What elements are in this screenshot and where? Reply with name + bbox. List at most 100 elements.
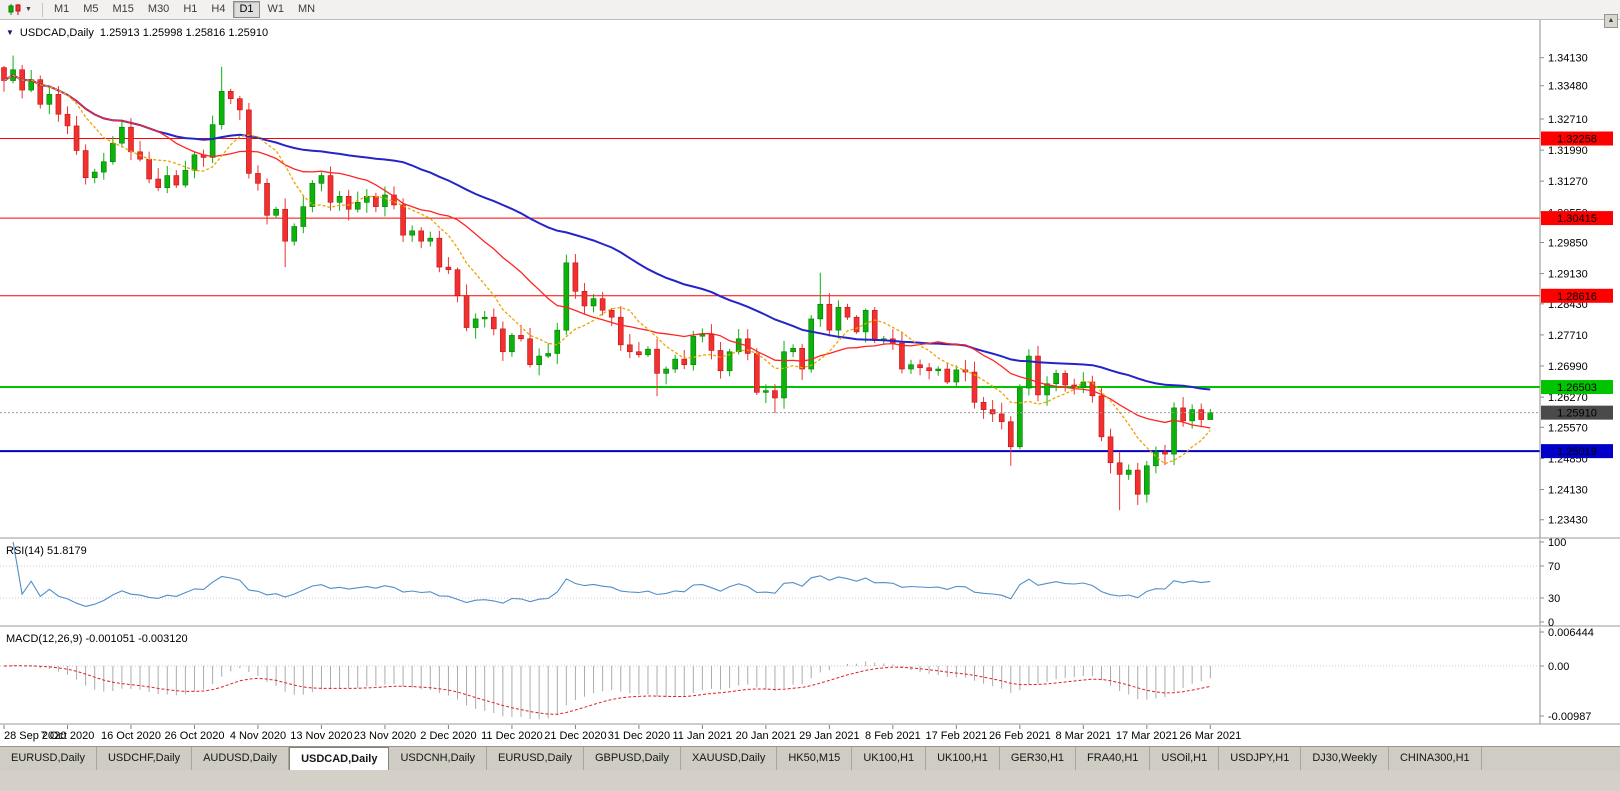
horizontal-lines-layer[interactable] [0,138,1540,453]
svg-text:13 Nov 2020: 13 Nov 2020 [290,730,352,742]
svg-text:2 Dec 2020: 2 Dec 2020 [420,730,476,742]
tab-usoil-h1[interactable]: USOil,H1 [1150,747,1220,770]
chart-symbol-label: USDCAD,Daily [19,27,94,39]
svg-text:0.00: 0.00 [1548,661,1569,673]
svg-text:1.34130: 1.34130 [1548,53,1588,65]
tab-usdcad-daily[interactable]: USDCAD,Daily [289,747,390,770]
svg-text:1.26270: 1.26270 [1548,392,1588,404]
timeframe-button-w1[interactable]: W1 [267,3,285,15]
tab-usdchf-daily[interactable]: USDCHF,Daily [96,747,193,770]
tab-usdcnh-daily[interactable]: USDCNH,Daily [389,747,488,770]
svg-text:1.25019: 1.25019 [1557,446,1597,458]
svg-text:1.29130: 1.29130 [1548,269,1588,281]
svg-text:8 Feb 2021: 8 Feb 2021 [865,730,921,742]
svg-text:8 Mar 2021: 8 Mar 2021 [1056,730,1112,742]
timeframe-button-h4[interactable]: H4 [211,3,226,15]
tab-china300-h1[interactable]: CHINA300,H1 [1388,747,1482,770]
tab-uk100-h1[interactable]: UK100,H1 [852,747,927,770]
timeframe-buttons: M1 M5 M15 M30 H1 H4 D1 W1 MN [48,1,321,18]
svg-text:17 Feb 2021: 17 Feb 2021 [925,730,987,742]
svg-text:11 Jan 2021: 11 Jan 2021 [673,730,733,742]
svg-text:1.28616: 1.28616 [1557,291,1597,303]
timeframe-button-mn[interactable]: MN [298,3,316,15]
svg-text:16 Oct 2020: 16 Oct 2020 [101,730,161,742]
svg-text:1.25570: 1.25570 [1548,422,1588,434]
price-badge-1.28616: 1.28616 [1541,288,1613,303]
svg-text:70: 70 [1548,561,1560,573]
svg-text:1.32710: 1.32710 [1548,114,1588,126]
svg-text:1.26503: 1.26503 [1557,382,1597,394]
chevron-down-icon: ▼ [25,6,32,13]
tab-eurusd-daily[interactable]: EURUSD,Daily [0,747,97,770]
price-badge-1.32258: 1.32258 [1541,131,1613,146]
svg-text:0.006444: 0.006444 [1548,627,1594,639]
svg-text:26 Feb 2021: 26 Feb 2021 [989,730,1051,742]
timeframe-toolbar: ▼ M1 M5 M15 M30 H1 H4 D1 W1 MN [0,0,1620,20]
svg-text:28 Sep 2020: 28 Sep 2020 [4,730,66,742]
tab-hk50-m15[interactable]: HK50,M15 [777,747,853,770]
svg-text:4 Nov 2020: 4 Nov 2020 [230,730,286,742]
tab-ger30-h1[interactable]: GER30,H1 [999,747,1077,770]
timeframe-button-d1[interactable]: D1 [233,1,260,18]
svg-text:100: 100 [1548,537,1566,549]
tab-gbpusd-daily[interactable]: GBPUSD,Daily [584,747,681,770]
tab-audusd-daily[interactable]: AUDUSD,Daily [192,747,290,770]
svg-text:-0.00987: -0.00987 [1548,711,1591,723]
svg-text:1.24130: 1.24130 [1548,485,1588,497]
tab-dj30-weekly[interactable]: DJ30,Weekly [1301,747,1389,770]
timeframe-button-m1[interactable]: M1 [53,3,70,15]
price-badge-1.26503: 1.26503 [1541,380,1613,395]
timeframe-button-m30[interactable]: M30 [147,3,170,15]
svg-text:21 Dec 2020: 21 Dec 2020 [544,730,606,742]
tab-eurusd-daily[interactable]: EURUSD,Daily [487,747,584,770]
price-chart-canvas: 1.341301.334801.327101.319901.312701.305… [0,20,1620,746]
price-badge-1.25019: 1.25019 [1541,444,1613,459]
toolbar-separator [41,2,43,17]
candlestick-chart-icon [8,4,21,15]
svg-text:26 Mar 2021: 26 Mar 2021 [1179,730,1241,742]
chart-tab-bar: EURUSD,Daily USDCHF,Daily AUDUSD,Daily USDC… [0,746,1620,770]
tab-fra40-h1[interactable]: FRA40,H1 [1076,747,1151,770]
macd-indicator-header: MACD(12,26,9) -0.001051 -0.003120 [6,633,188,645]
svg-text:1.31990: 1.31990 [1548,145,1588,157]
symbol-dropdown-icon[interactable]: ▼ [6,27,14,37]
timeframe-button-m5[interactable]: M5 [83,3,99,15]
chart-window: 1.341301.334801.327101.319901.312701.305… [0,14,1620,746]
svg-text:1.23430: 1.23430 [1548,515,1588,527]
chart-title: ▼ USDCAD,Daily 1.25913 1.25998 1.25816 1… [6,27,268,39]
tab-xauusd-daily[interactable]: XAUUSD,Daily [680,747,778,770]
svg-text:1.25910: 1.25910 [1557,408,1597,420]
svg-text:1.27710: 1.27710 [1548,330,1588,342]
svg-text:0: 0 [1548,617,1554,629]
scroll-up-button[interactable]: ▲ [1604,14,1618,28]
svg-text:23 Nov 2020: 23 Nov 2020 [354,730,416,742]
svg-text:1.31270: 1.31270 [1548,176,1588,188]
tab-uk100-h1[interactable]: UK100,H1 [926,747,1000,770]
svg-text:30: 30 [1548,593,1560,605]
window-bottom-strip [0,770,1620,791]
svg-text:7 Oct 2020: 7 Oct 2020 [41,730,95,742]
chart-ohlc-values: 1.25913 1.25998 1.25816 1.25910 [99,27,269,39]
svg-text:17 Mar 2021: 17 Mar 2021 [1116,730,1178,742]
timeframe-button-m15[interactable]: M15 [112,3,134,15]
svg-text:1.33480: 1.33480 [1548,81,1588,93]
price-badge-1.30415: 1.30415 [1541,211,1613,226]
svg-text:1.29850: 1.29850 [1548,237,1588,249]
svg-text:1.26990: 1.26990 [1548,361,1588,373]
rsi-panel: 100 70 30 0 [0,537,1566,629]
chart-type-button[interactable]: ▼ [3,1,37,19]
macd-panel: 0.006444 0.00 -0.00987 [0,627,1594,723]
moving-averages-layer [3,74,1211,465]
svg-text:20 Jan 2021: 20 Jan 2021 [736,730,797,742]
svg-text:1.30415: 1.30415 [1557,213,1597,225]
svg-text:26 Oct 2020: 26 Oct 2020 [165,730,225,742]
timeframe-button-h1[interactable]: H1 [183,3,198,15]
svg-text:29 Jan 2021: 29 Jan 2021 [799,730,860,742]
tab-usdjpy-h1[interactable]: USDJPY,H1 [1219,747,1302,770]
rsi-indicator-header: RSI(14) 51.8179 [6,545,87,557]
price-badge-1.25910: 1.25910 [1541,405,1613,420]
svg-text:11 Dec 2020: 11 Dec 2020 [481,730,543,742]
svg-text:31 Dec 2020: 31 Dec 2020 [608,730,670,742]
